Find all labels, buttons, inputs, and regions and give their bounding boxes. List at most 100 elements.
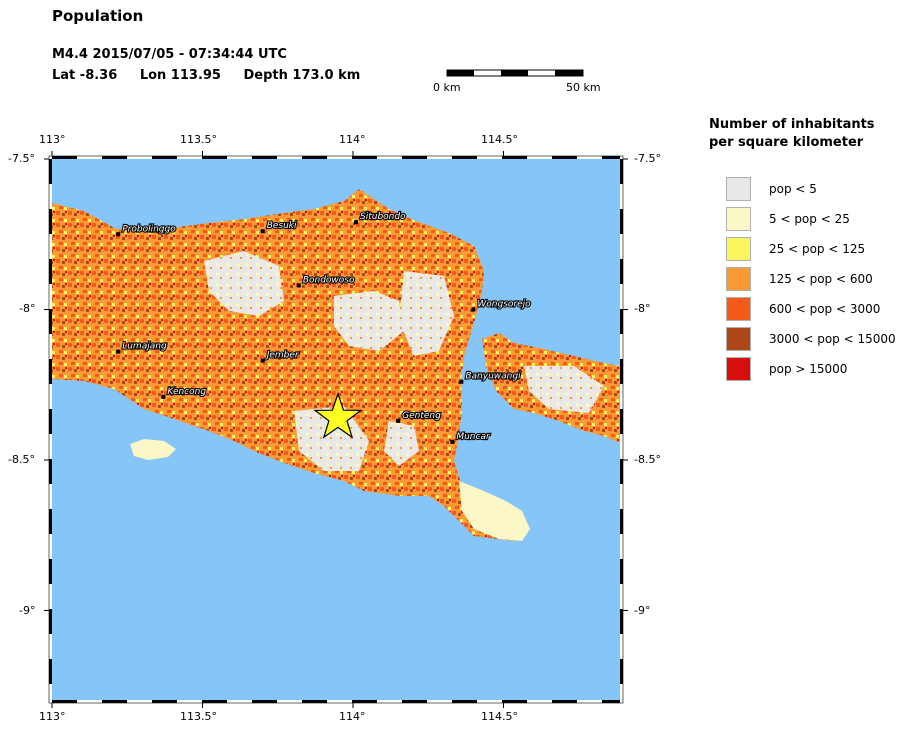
frame-segment (102, 156, 127, 159)
low-density-area (334, 291, 404, 351)
legend-label: pop > 15000 (769, 362, 848, 376)
event-magnitude-time: M4.4 2015/07/05 - 07:34:44 UTC (52, 47, 287, 62)
city-label: Genteng (402, 411, 441, 421)
low-density-area (204, 251, 284, 316)
frame-segment (477, 700, 502, 703)
legend-item: pop < 5 (726, 177, 896, 203)
frame-segment (620, 634, 623, 659)
frame-segment (49, 259, 52, 284)
event-lon: Lon 113.95 (139, 68, 221, 83)
x-tick-bottom: 113.5° (180, 710, 217, 723)
x-tick-top: 114° (339, 133, 366, 146)
city-label: Bondowoso (303, 275, 355, 285)
frame-segment (452, 156, 477, 159)
legend-label: 5 < pop < 25 (769, 212, 850, 226)
frame-segment (177, 156, 202, 159)
city-marker (459, 379, 464, 384)
frame-segment (227, 700, 252, 703)
frame-segment (177, 700, 202, 703)
legend-title: Number of inhabitants per square kilomet… (709, 116, 899, 152)
y-tick-left: -8.5° (8, 453, 35, 466)
frame-segment (127, 156, 152, 159)
frame-segment (620, 534, 623, 559)
frame-segment (620, 234, 623, 259)
frame-segment (49, 509, 52, 534)
legend-item: 25 < pop < 125 (726, 237, 896, 263)
y-tick-right: -8.5° (634, 453, 661, 466)
frame-segment (202, 156, 227, 159)
epicenter-star (313, 392, 363, 439)
frame-segment (427, 156, 452, 159)
legend-swatch (726, 357, 751, 381)
low-density-area (384, 421, 419, 466)
scale-bar-left-label: 0 km (433, 81, 461, 94)
city-marker (354, 220, 359, 225)
frame-segment (620, 209, 623, 234)
frame-segment (620, 459, 623, 484)
frame-segment (302, 156, 327, 159)
city-label: Wongsorejo (477, 300, 531, 310)
legend-item: 5 < pop < 25 (726, 207, 896, 233)
x-tick-top: 113.5° (180, 133, 217, 146)
frame-segment (127, 700, 152, 703)
frame-segment (49, 334, 52, 359)
city-marker (161, 394, 166, 399)
map-frame (44, 151, 628, 708)
x-tick-bottom: 113° (39, 710, 66, 723)
legend-item: 125 < pop < 600 (726, 267, 896, 293)
frame-segment (620, 184, 623, 209)
frame-segment (620, 334, 623, 359)
city-marker (471, 307, 476, 312)
frame-segment (620, 484, 623, 509)
y-tick-right: -7.5° (634, 152, 661, 165)
frame-segment (227, 156, 252, 159)
x-tick-bottom: 114° (339, 710, 366, 723)
frame-segment (352, 700, 377, 703)
frame-segment (427, 700, 452, 703)
frame-segment (620, 659, 623, 684)
frame-segment (277, 156, 302, 159)
frame-segment (152, 156, 177, 159)
city-marker (296, 283, 301, 288)
frame-segment (577, 156, 602, 159)
legend-item: pop > 15000 (726, 357, 896, 383)
legend-title-line1: Number of inhabitants (709, 117, 875, 132)
city-label: Besuki (267, 221, 297, 231)
frame-segment (552, 156, 577, 159)
event-location: Lat -8.36 Lon 113.95 Depth 173.0 km (52, 68, 378, 83)
low-density-area (294, 406, 369, 471)
nusa-barong-island (130, 439, 176, 460)
frame-segment (327, 156, 352, 159)
frame-segment (620, 609, 623, 634)
frame-segment (102, 700, 127, 703)
frame-segment (620, 284, 623, 309)
city-marker (260, 229, 265, 234)
legend-label: 600 < pop < 3000 (769, 302, 881, 316)
legend-label: 25 < pop < 125 (769, 242, 866, 256)
city-marker (396, 418, 401, 423)
frame-segment (49, 284, 52, 309)
city-marker (450, 439, 455, 444)
y-tick-left: -7.5° (8, 152, 35, 165)
frame-segment (49, 534, 52, 559)
legend-item: 600 < pop < 3000 (726, 297, 896, 323)
frame-segment (49, 634, 52, 659)
frame-segment (377, 156, 402, 159)
frame-segment (377, 700, 402, 703)
frame-segment (49, 609, 52, 634)
scale-bar (446, 69, 584, 77)
frame-segment (49, 184, 52, 209)
southern-peninsula (459, 481, 530, 541)
low-density-area (399, 271, 454, 356)
city-label: Situbondo (360, 212, 406, 222)
frame-segment (302, 700, 327, 703)
legend-swatch (726, 267, 751, 291)
frame-segment (52, 156, 77, 159)
frame-segment (602, 156, 620, 159)
frame-segment (49, 484, 52, 509)
frame-segment (552, 700, 577, 703)
frame-segment (620, 359, 623, 384)
event-lat: Lat -8.36 (52, 68, 118, 83)
city-label: Kencong (167, 387, 206, 397)
x-tick-top: 113° (39, 133, 66, 146)
